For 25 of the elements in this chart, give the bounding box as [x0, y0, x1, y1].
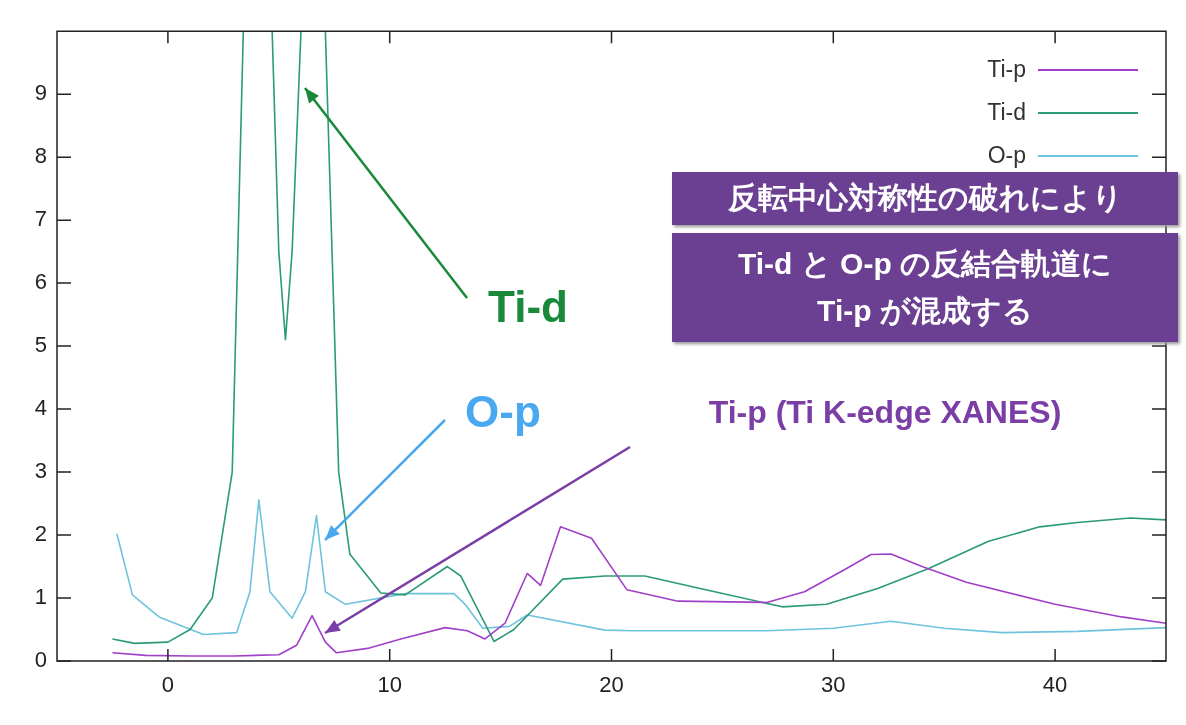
x-tick-label: 10	[377, 672, 402, 698]
y-tick-label: 4	[34, 395, 47, 421]
y-tick-label: 6	[34, 269, 47, 295]
legend-label: Ti-p	[987, 56, 1026, 83]
annotation: 反転中心対称性の破れにより	[672, 172, 1178, 225]
annotation: Ti-d と O-p の反結合軌道に	[736, 246, 1114, 282]
y-tick-label: 3	[34, 458, 47, 484]
annotation: Ti-p (Ti K-edge XANES)	[708, 393, 1062, 431]
legend-label: O-p	[987, 142, 1026, 169]
y-tick-label: 9	[34, 80, 47, 106]
annotation: Ti-d	[488, 282, 568, 332]
annotation: O-p	[465, 387, 541, 437]
y-tick-label: 8	[34, 143, 47, 169]
y-tick-label: 0	[34, 647, 47, 673]
annotation: Ti-p が混成する	[816, 292, 1034, 329]
x-tick-label: 30	[821, 672, 846, 698]
y-tick-label: 7	[34, 206, 47, 232]
x-tick-label: 40	[1042, 672, 1068, 698]
text-panel: 反転中心対称性の破れにより Ti-d と O-p の反結合軌道に Ti-p が混成する	[672, 172, 1178, 342]
legend-label: Ti-d	[987, 99, 1026, 126]
y-tick-label: 1	[34, 584, 47, 610]
x-tick-label: 20	[599, 672, 624, 698]
y-tick-label: 5	[34, 332, 47, 358]
x-tick-label: 0	[161, 672, 175, 698]
y-tick-label: 2	[34, 521, 47, 547]
